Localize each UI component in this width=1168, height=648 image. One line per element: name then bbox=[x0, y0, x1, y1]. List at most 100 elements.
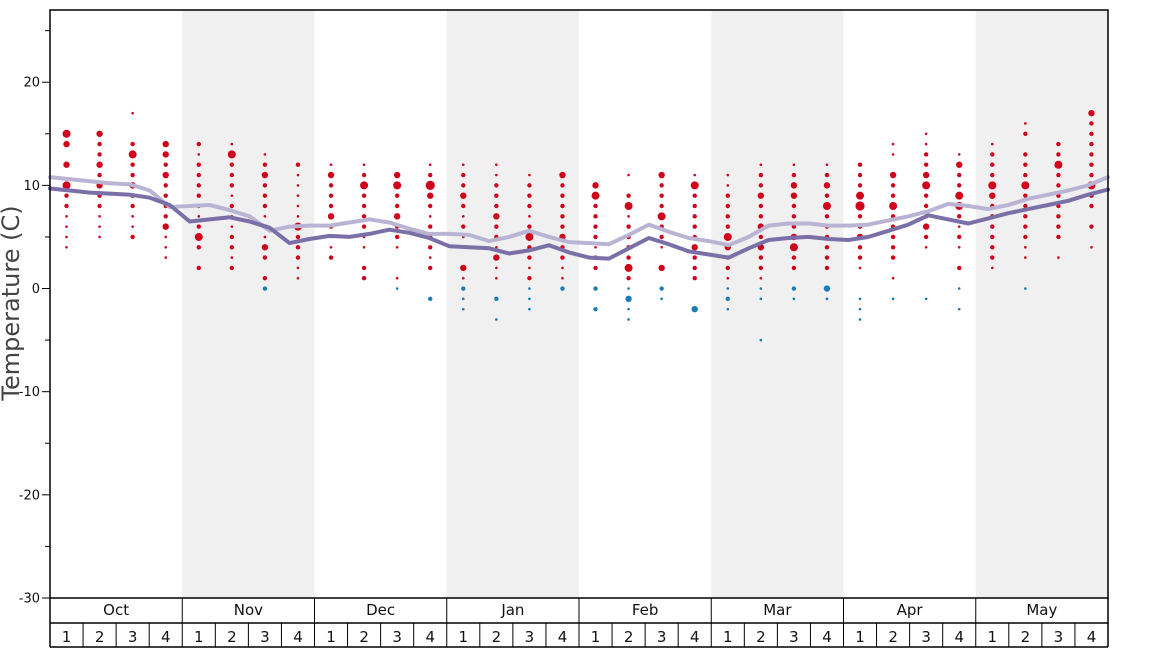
warm-observation-dot bbox=[857, 162, 863, 167]
warm-observation-dot bbox=[1056, 214, 1061, 219]
warm-observation-dot bbox=[591, 191, 600, 200]
warm-observation-dot bbox=[758, 203, 764, 209]
warm-observation-dot bbox=[229, 172, 235, 178]
warm-observation-dot bbox=[527, 203, 532, 209]
week-label: 2 bbox=[756, 628, 766, 646]
week-label: 4 bbox=[822, 628, 832, 646]
warm-observation-dot bbox=[1056, 224, 1061, 229]
warm-observation-dot bbox=[196, 141, 201, 147]
warm-observation-dot bbox=[990, 266, 994, 270]
warm-observation-dot bbox=[229, 234, 235, 240]
warm-observation-dot bbox=[725, 203, 730, 209]
cold-observation-dot bbox=[528, 297, 531, 301]
cold-observation-dot bbox=[957, 307, 961, 311]
warm-observation-dot bbox=[227, 150, 236, 159]
warm-observation-dot bbox=[328, 193, 334, 198]
cold-observation-dot bbox=[858, 307, 862, 311]
warm-observation-dot bbox=[295, 234, 301, 240]
warm-observation-dot bbox=[624, 263, 633, 272]
warm-observation-dot bbox=[857, 172, 863, 178]
cold-observation-dot bbox=[461, 297, 465, 301]
warm-observation-dot bbox=[692, 265, 697, 271]
warm-observation-dot bbox=[194, 232, 203, 241]
cold-observation-dot bbox=[858, 318, 862, 321]
warm-observation-dot bbox=[362, 163, 366, 167]
cold-observation-dot bbox=[560, 286, 565, 291]
warm-observation-dot bbox=[857, 214, 863, 219]
warm-observation-dot bbox=[1023, 214, 1028, 219]
warm-observation-dot bbox=[789, 243, 798, 252]
warm-observation-dot bbox=[295, 162, 301, 167]
warm-observation-dot bbox=[624, 202, 633, 210]
warm-observation-dot bbox=[626, 193, 631, 198]
warm-observation-dot bbox=[791, 214, 797, 219]
warm-observation-dot bbox=[758, 234, 764, 240]
warm-observation-dot bbox=[890, 245, 896, 250]
warm-observation-dot bbox=[394, 203, 400, 209]
warm-observation-dot bbox=[230, 142, 234, 146]
warm-observation-dot bbox=[296, 184, 300, 187]
warm-observation-dot bbox=[890, 255, 896, 260]
warm-observation-dot bbox=[692, 203, 697, 209]
warm-observation-dot bbox=[196, 265, 201, 271]
warm-observation-dot bbox=[1023, 131, 1028, 136]
warm-observation-dot bbox=[990, 162, 995, 167]
warm-observation-dot bbox=[1090, 245, 1093, 249]
warm-observation-dot bbox=[162, 151, 169, 158]
warm-observation-dot bbox=[361, 203, 367, 209]
warm-observation-dot bbox=[528, 266, 531, 270]
warm-observation-dot bbox=[1089, 203, 1094, 209]
week-label: 2 bbox=[1021, 628, 1031, 646]
week-label: 4 bbox=[558, 628, 568, 646]
warm-observation-dot bbox=[393, 171, 401, 179]
warm-observation-dot bbox=[1024, 122, 1027, 125]
warm-observation-dot bbox=[560, 193, 565, 198]
warm-observation-dot bbox=[957, 214, 962, 219]
week-label: 4 bbox=[293, 628, 303, 646]
warm-observation-dot bbox=[1023, 234, 1028, 240]
warm-observation-dot bbox=[726, 173, 730, 177]
warm-observation-dot bbox=[923, 234, 929, 240]
week-label: 4 bbox=[954, 628, 964, 646]
warm-observation-dot bbox=[790, 192, 798, 199]
warm-observation-dot bbox=[725, 193, 730, 198]
warm-observation-dot bbox=[626, 224, 631, 229]
warm-observation-dot bbox=[824, 255, 830, 260]
warm-observation-dot bbox=[460, 192, 467, 199]
warm-observation-dot bbox=[758, 255, 764, 260]
warm-observation-dot bbox=[1023, 203, 1028, 209]
cold-observation-dot bbox=[891, 297, 895, 301]
warm-observation-dot bbox=[990, 255, 995, 260]
warm-observation-dot bbox=[229, 265, 235, 271]
warm-observation-dot bbox=[327, 213, 335, 220]
warm-observation-dot bbox=[792, 163, 796, 167]
week-label: 1 bbox=[591, 628, 601, 646]
warm-observation-dot bbox=[62, 129, 71, 138]
cold-observation-dot bbox=[791, 286, 797, 291]
warm-observation-dot bbox=[428, 215, 432, 218]
cold-observation-dot bbox=[461, 307, 465, 311]
week-label: 3 bbox=[789, 628, 799, 646]
warm-observation-dot bbox=[328, 183, 334, 188]
warm-observation-dot bbox=[990, 245, 995, 250]
warm-observation-dot bbox=[856, 191, 865, 200]
warm-observation-dot bbox=[229, 203, 235, 209]
warm-observation-dot bbox=[495, 173, 498, 177]
warm-observation-dot bbox=[957, 225, 961, 228]
warm-observation-dot bbox=[64, 193, 69, 198]
cold-observation-dot bbox=[924, 297, 928, 301]
month-shade-mar bbox=[711, 10, 844, 598]
warm-observation-dot bbox=[495, 276, 498, 280]
warm-observation-dot bbox=[428, 203, 433, 209]
cold-observation-dot bbox=[627, 287, 630, 290]
warm-observation-dot bbox=[196, 172, 201, 178]
warm-observation-dot bbox=[329, 163, 333, 167]
month-label-dec: Dec bbox=[366, 601, 395, 619]
warm-observation-dot bbox=[494, 183, 499, 188]
warm-observation-dot bbox=[891, 153, 895, 156]
warm-observation-dot bbox=[130, 141, 135, 147]
warm-observation-dot bbox=[723, 232, 732, 241]
warm-observation-dot bbox=[1023, 172, 1028, 178]
warm-observation-dot bbox=[658, 171, 665, 179]
warm-observation-dot bbox=[361, 193, 367, 198]
